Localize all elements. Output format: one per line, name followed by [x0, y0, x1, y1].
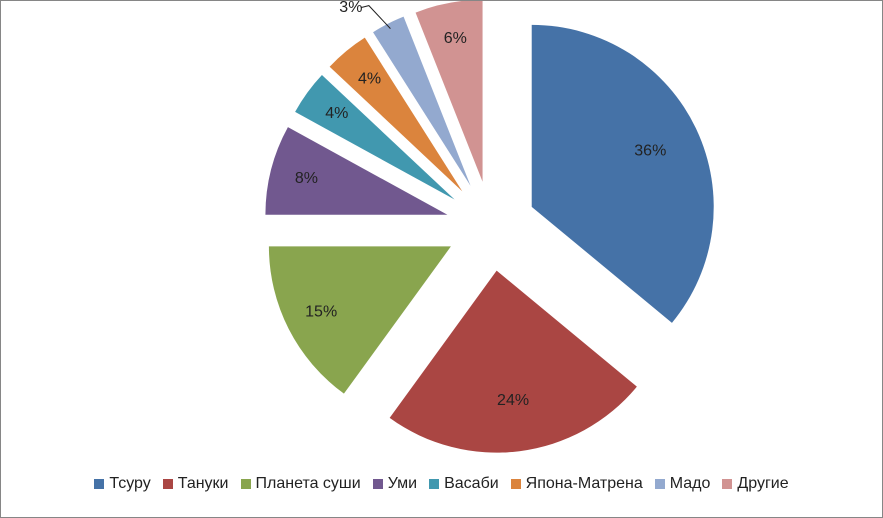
legend-item: Васаби [429, 475, 499, 493]
data-label: 24% [497, 392, 529, 409]
leader-line [360, 5, 391, 29]
pie-slice [265, 127, 448, 215]
data-label: 4% [325, 105, 348, 122]
data-label: 36% [634, 142, 666, 159]
legend-label: Уми [387, 475, 418, 492]
legend-label: Япона-Матрена [525, 475, 643, 492]
legend-swatch [162, 479, 173, 489]
pie-slice [329, 37, 463, 192]
legend-swatch [94, 479, 105, 489]
pie-slice [268, 246, 451, 394]
data-label: 8% [295, 170, 318, 187]
legend-label: Планета суши [255, 475, 361, 492]
data-label: 3% [339, 1, 362, 16]
legend-swatch [510, 479, 521, 489]
legend: Тсуру Тануки Планета суши Уми Васаби Япона-Ма… [1, 475, 882, 493]
data-label: 4% [358, 70, 381, 87]
pie-area: 36% 24% 15% 8% 4% 4% 3% 6% [265, 1, 714, 453]
pie-slice [295, 74, 455, 200]
legend-label: Другие [737, 475, 789, 492]
legend-swatch [429, 479, 440, 489]
legend-label: Тсуру [109, 475, 151, 492]
pie-slice [389, 270, 637, 453]
pie-slice [373, 16, 471, 186]
pie-slice [531, 24, 714, 323]
legend-swatch [240, 479, 251, 489]
pie-slice [415, 1, 483, 182]
legend-item: Тсуру [94, 475, 151, 493]
legend-item: Япона-Матрена [510, 475, 643, 493]
legend-swatch [654, 479, 665, 489]
legend-swatch [722, 479, 733, 489]
legend-item: Другие [722, 475, 789, 493]
legend-item: Планета суши [240, 475, 361, 493]
legend-item: Тануки [162, 475, 229, 493]
legend-item: Мадо [654, 475, 711, 493]
legend-item: Уми [372, 475, 418, 493]
data-label: 15% [305, 304, 337, 321]
legend-label: Мадо [669, 475, 711, 492]
legend-swatch [372, 479, 383, 489]
legend-label: Тануки [177, 475, 229, 492]
data-label: 6% [444, 30, 467, 47]
legend-label: Васаби [444, 475, 499, 492]
